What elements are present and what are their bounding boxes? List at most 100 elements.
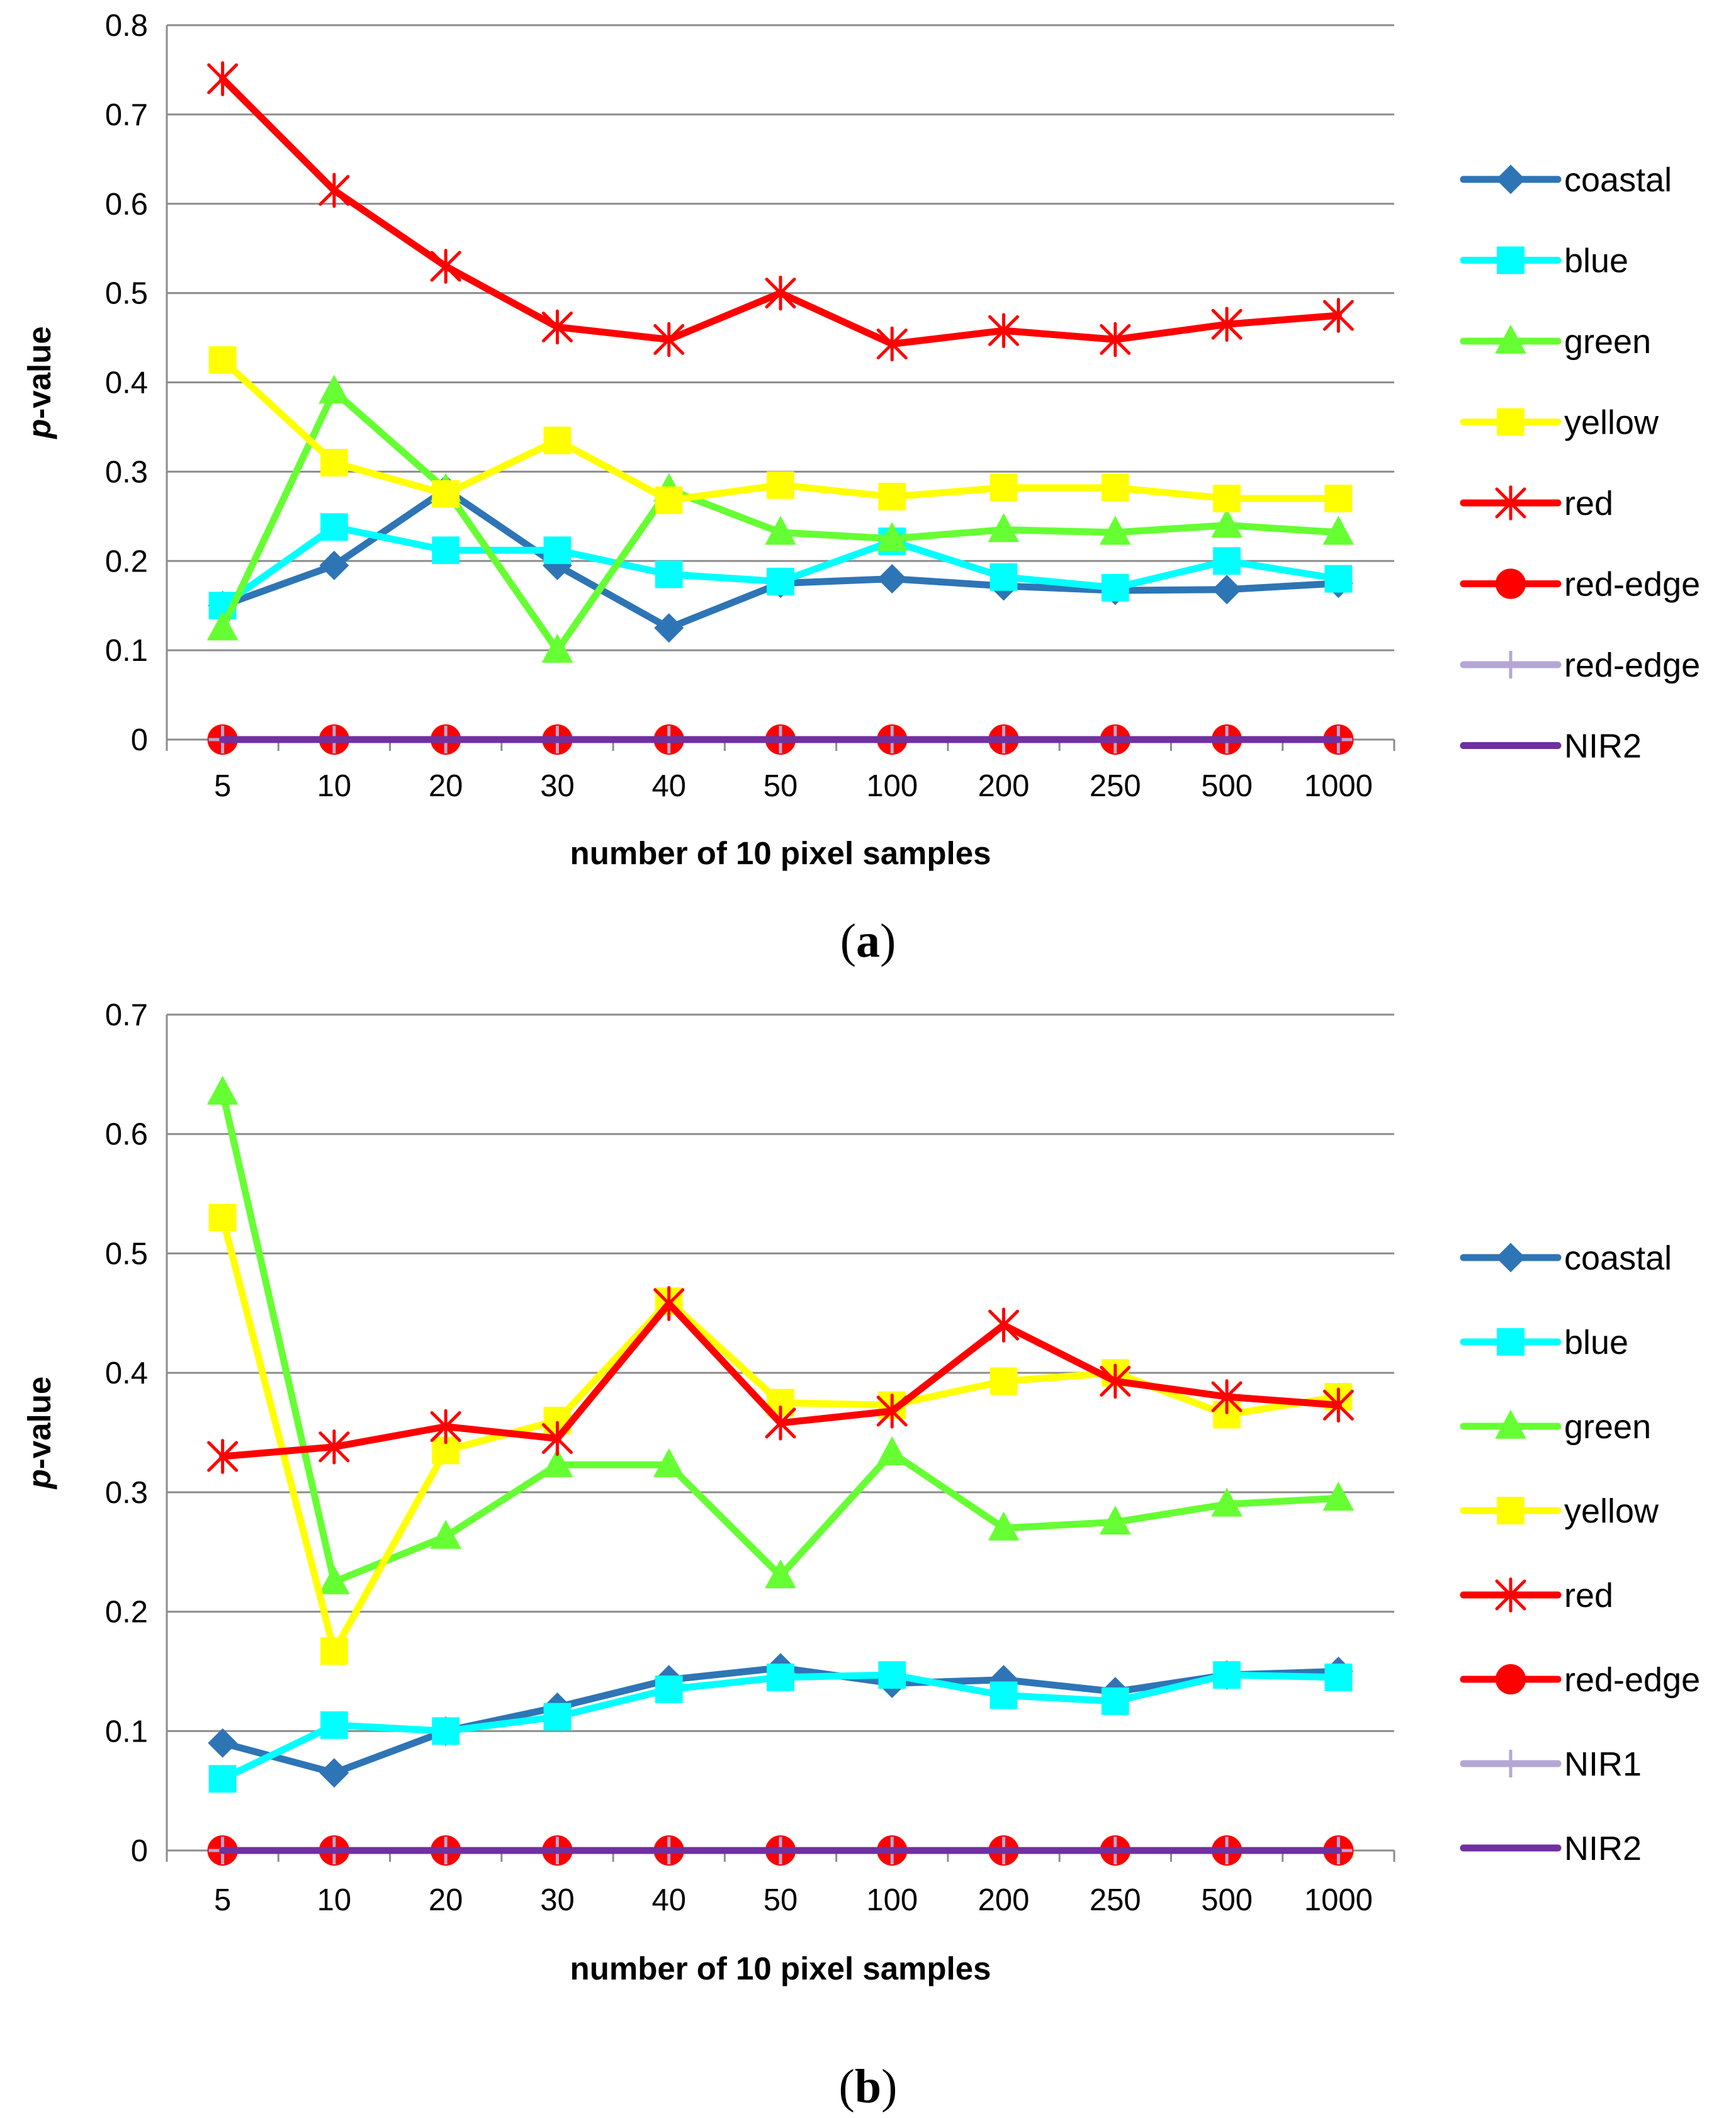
legend-label: red-edge [1564,1661,1700,1699]
data-point-green [876,1436,908,1465]
data-point-coastal [319,1758,349,1788]
data-point-blue [655,1675,683,1703]
data-point-blue [1213,1661,1241,1689]
data-point-blue [1324,1664,1353,1691]
data-point-red [318,1429,350,1465]
series-line-green [219,1088,1342,1586]
data-point-blue [989,563,1018,591]
legend-label: NIR2 [1564,1830,1642,1867]
y-tick-label: 0.1 [105,634,148,668]
data-point-green [541,633,573,663]
data-point-coastal [1212,575,1242,605]
series-line-coastal [219,486,1342,632]
data-point-yellow [1213,485,1241,512]
panel-label: (a) [840,915,896,967]
legend-label: blue [1564,242,1628,280]
y-tick-label: 0.4 [105,366,148,400]
y-axis-label-suffix: -value [21,1377,57,1469]
data-point-red [1211,1379,1243,1414]
data-point-red [1211,307,1243,342]
x-tick-label: 20 [429,769,463,803]
data-point-red [207,1439,239,1474]
legend-label: yellow [1564,404,1659,442]
data-point-coastal [208,1728,238,1758]
panel-paren-close: ) [880,915,896,967]
data-point-red [988,313,1020,349]
x-tick-label: 50 [764,769,798,803]
y-tick-label: 0.4 [105,1356,148,1390]
x-tick-label: 10 [317,769,352,803]
data-point-red [653,322,685,358]
y-tick-label: 0.8 [105,9,148,43]
panel-paren-open: ( [839,2060,855,2113]
legend-marker-red-edge [1495,1664,1526,1695]
data-point-yellow [320,449,348,477]
y-tick-label: 0.3 [105,1476,148,1510]
x-tick-label: 30 [540,769,575,803]
data-point-blue [1101,573,1129,602]
data-point-blue [1324,565,1353,593]
panel-paren-close: ) [881,2060,897,2113]
x-tick-label: 40 [651,769,686,803]
data-point-coastal [877,564,907,594]
data-point-yellow [878,483,906,511]
data-point-green [206,1076,239,1105]
data-point-red [541,309,573,345]
x-tick-label: 40 [651,1883,686,1917]
legend-marker-NIR1 [1497,1750,1525,1777]
data-point-red [430,1409,461,1445]
data-point-blue [543,536,572,565]
data-point-blue [989,1681,1018,1710]
legend-label: coastal [1564,161,1672,199]
legend-label: green [1564,1408,1651,1446]
legend-marker-red-edge [1495,568,1526,599]
data-point-blue [432,1717,460,1745]
data-point-red [1100,1363,1131,1399]
y-axis-label-p: p [21,1469,57,1490]
legend-marker-green [1495,1409,1526,1439]
data-point-green [653,1448,685,1477]
data-point-green [541,1448,573,1477]
legend-marker-coastal [1496,1242,1526,1273]
y-tick-label: 0 [131,1834,148,1868]
y-axis-label: p-value [21,1377,57,1490]
legend-label: blue [1564,1324,1628,1361]
data-point-red [1322,1387,1354,1423]
data-point-red [876,1394,908,1429]
data-point-yellow [1324,485,1353,512]
x-tick-label: 100 [866,769,918,803]
legend-marker-blue [1497,1328,1525,1356]
data-point-green [318,375,350,404]
x-tick-label: 5 [214,1883,231,1917]
data-point-red [541,1421,573,1456]
data-point-yellow [432,480,460,508]
x-tick-label: 1000 [1304,769,1373,803]
legend-marker-red-edge [1497,651,1525,679]
y-tick-label: 0.6 [105,188,148,222]
y-tick-label: 0.7 [105,98,148,132]
legend-label: red-edge [1564,646,1700,684]
x-tick-label: 200 [978,1883,1030,1917]
legend-marker-blue [1497,246,1525,274]
y-tick-label: 0 [131,723,148,757]
x-axis-label: number of 10 pixel samples [570,1951,991,1986]
x-tick-label: 100 [866,1883,918,1917]
y-axis-label-p: p [21,419,57,440]
legend-label: red [1564,1577,1613,1614]
data-point-red [765,275,796,311]
panel-letter: a [856,915,880,967]
x-tick-label: 30 [540,1883,575,1917]
legend-marker-coastal [1496,164,1526,194]
x-tick-label: 1000 [1304,1883,1373,1917]
y-tick-label: 0.5 [105,1237,148,1271]
data-point-yellow [1101,474,1129,502]
data-point-coastal [319,550,349,580]
data-point-blue [1101,1687,1129,1715]
x-tick-label: 200 [978,769,1030,803]
data-point-red [1322,298,1354,333]
data-point-green [1100,515,1131,545]
data-point-red [988,1307,1020,1343]
data-point-green [876,522,908,551]
y-tick-label: 0.2 [105,1596,148,1630]
